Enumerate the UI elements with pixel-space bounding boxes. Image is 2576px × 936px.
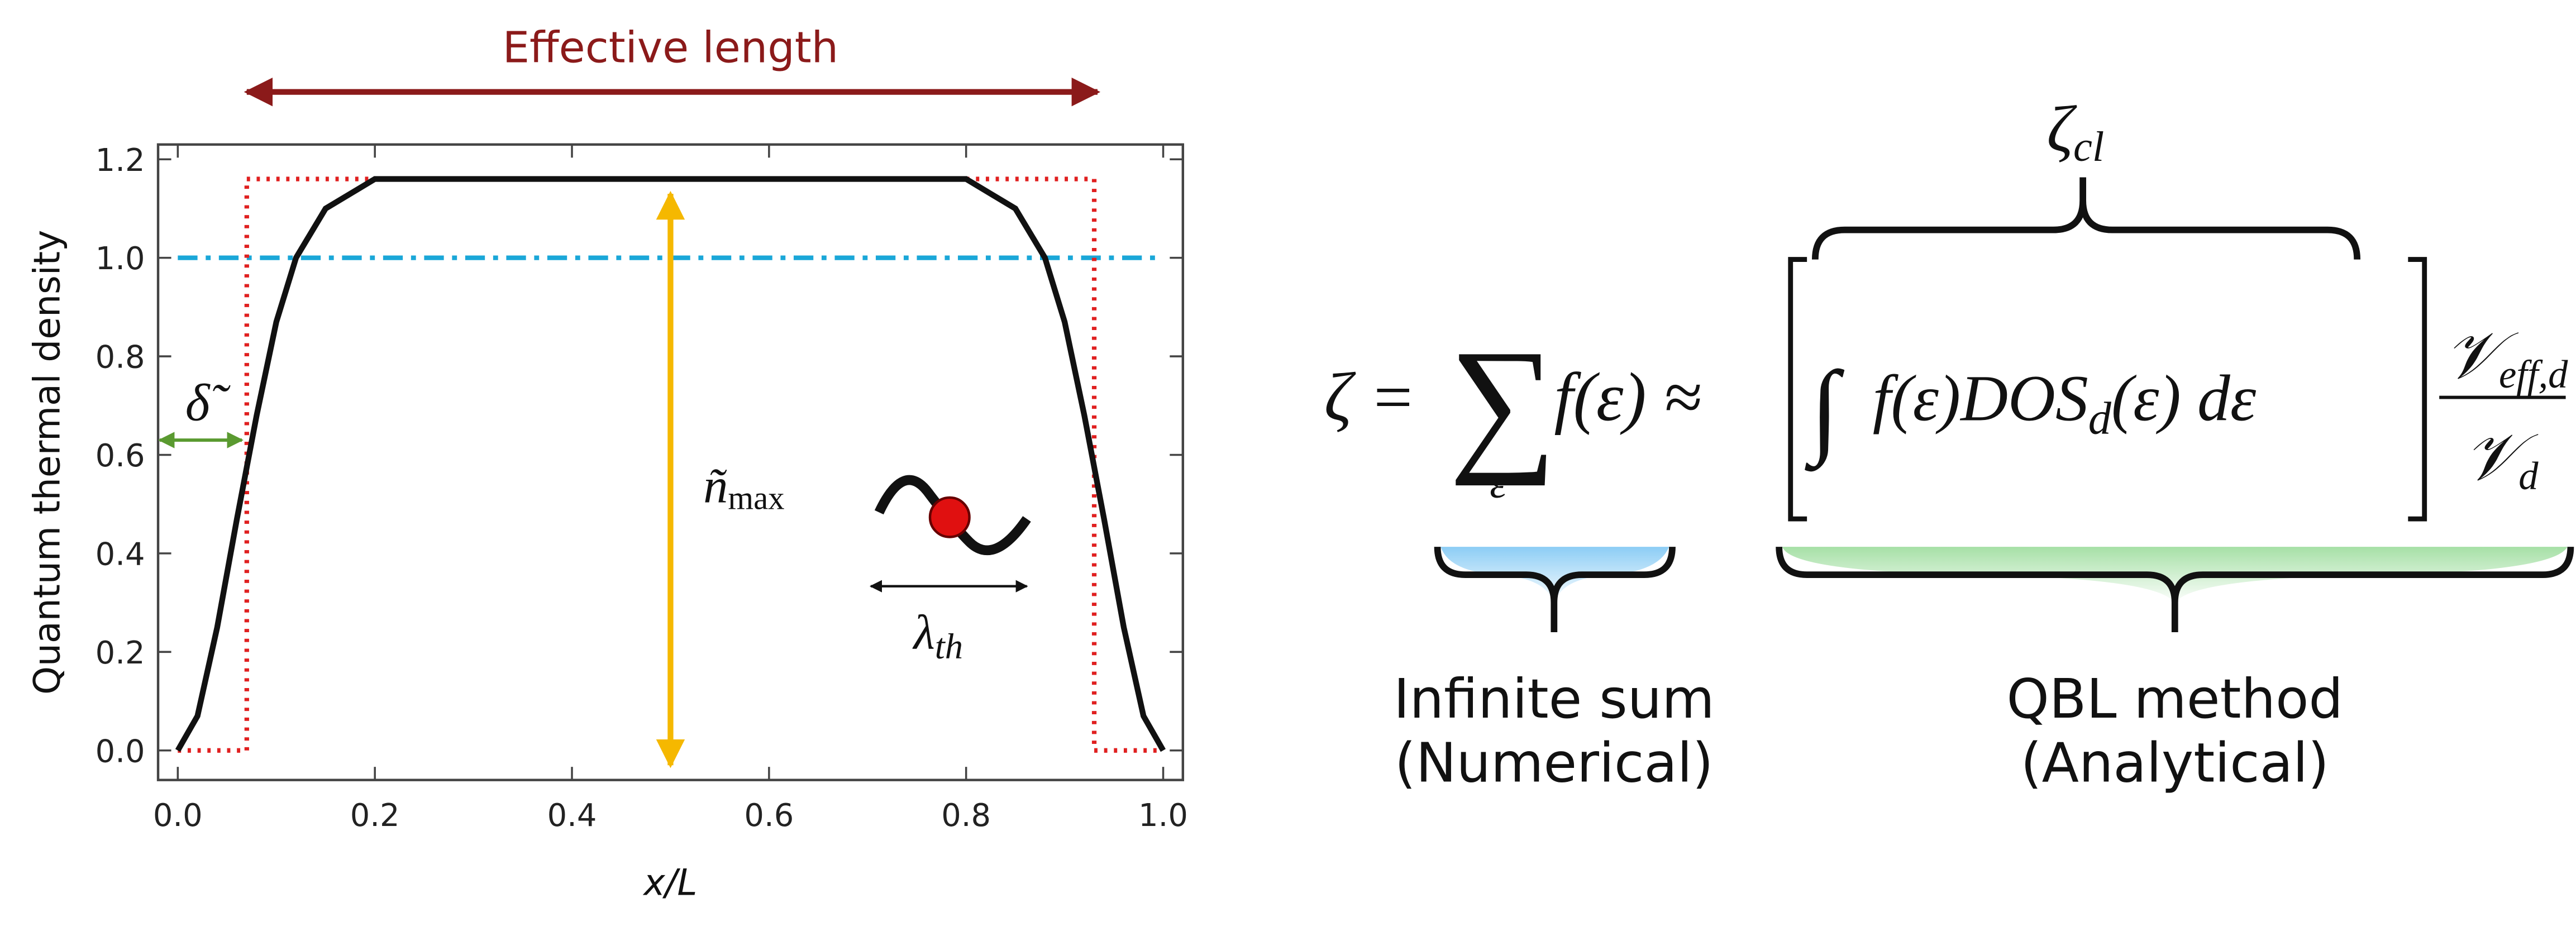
plot: 0.0 0.2 0.4 0.6 0.8 1.0 0.0 0.2 0.4 0.6 0.8 1.0 1.2 x… xyxy=(27,142,1188,904)
eq-lhs: ζ = xyxy=(1324,359,1416,436)
delta-label: δ̃ xyxy=(185,374,231,432)
particle xyxy=(928,496,971,538)
zeta-cl-symbol: ζ xyxy=(2047,93,2077,166)
y-tick-label: 0.6 xyxy=(96,438,145,474)
lambda-label: λth xyxy=(912,605,963,666)
n-max-symbol: ñ xyxy=(703,459,728,514)
effective-length-label: Effective length xyxy=(503,23,838,73)
left-label-line: Infinite sum xyxy=(1394,667,1715,730)
y-tick-label: 0.2 xyxy=(96,635,145,671)
right-brace xyxy=(1776,546,2574,633)
y-tick-label: 1.0 xyxy=(96,241,145,277)
zeta-cl: ζcl xyxy=(2047,93,2104,171)
left-bracket xyxy=(1788,257,1807,522)
eq-numerator-subscript: eff,d xyxy=(2499,353,2568,397)
plot-frame xyxy=(156,143,1185,781)
eq-integrand-main: f(ε)DOS xyxy=(1873,362,2088,435)
right-label-line: (Analytical) xyxy=(2021,732,2329,795)
x-axis-label: x/L xyxy=(642,862,697,904)
x-tick-label: 0.6 xyxy=(744,797,794,834)
n-max-label: ñmax xyxy=(703,459,784,517)
y-tick-label: 1.2 xyxy=(96,142,145,179)
left-label-line: (Numerical) xyxy=(1395,732,1714,795)
y-tick-label: 0.8 xyxy=(96,340,145,376)
x-tick-label: 0.8 xyxy=(941,797,991,834)
eq-denominator-subscript: d xyxy=(2518,455,2539,498)
top-brace xyxy=(1811,177,2361,260)
x-tick-label: 0.4 xyxy=(547,797,597,834)
x-tick-label: 0.2 xyxy=(350,797,400,834)
eq-integral: ∫ xyxy=(1805,350,1845,472)
eq-term: f(ε) ≈ xyxy=(1554,359,1701,436)
eq-integrand-rest: (ε) dε xyxy=(2111,362,2257,435)
zeta-cl-subscript: cl xyxy=(2073,123,2104,170)
equation: ζ = ∑ ε f(ε) ≈ ∫ f(ε)DOSd(ε) dε 𝒱eff,d 𝒱… xyxy=(1324,93,2574,795)
lambda-subscript: th xyxy=(935,626,963,666)
eq-sum-index: ε xyxy=(1490,460,1507,507)
lambda-symbol: λ xyxy=(912,605,935,660)
x-tick-label: 0.0 xyxy=(153,797,203,834)
left-brace xyxy=(1434,546,1676,633)
green-brace-fill xyxy=(1782,547,2568,605)
y-axis-label: Quantum thermal density xyxy=(27,230,69,695)
n-max-subscript: max xyxy=(728,480,784,517)
right-bracket xyxy=(2408,257,2427,522)
blue-brace-fill xyxy=(1440,547,1669,605)
eq-sum: ∑ xyxy=(1449,319,1557,486)
data-line xyxy=(175,176,1166,752)
eq-numerator: 𝒱eff,d xyxy=(2444,319,2568,397)
right-label-line: QBL method xyxy=(2007,667,2343,730)
eq-integrand: f(ε)DOSd(ε) dε xyxy=(1873,362,2257,444)
x-tick-label: 1.0 xyxy=(1138,797,1188,834)
y-tick-label: 0.4 xyxy=(96,536,145,572)
y-tick-label: 0.0 xyxy=(96,733,145,770)
eq-dos-subscript: d xyxy=(2088,393,2112,443)
eq-denominator: 𝒱d xyxy=(2464,422,2539,499)
